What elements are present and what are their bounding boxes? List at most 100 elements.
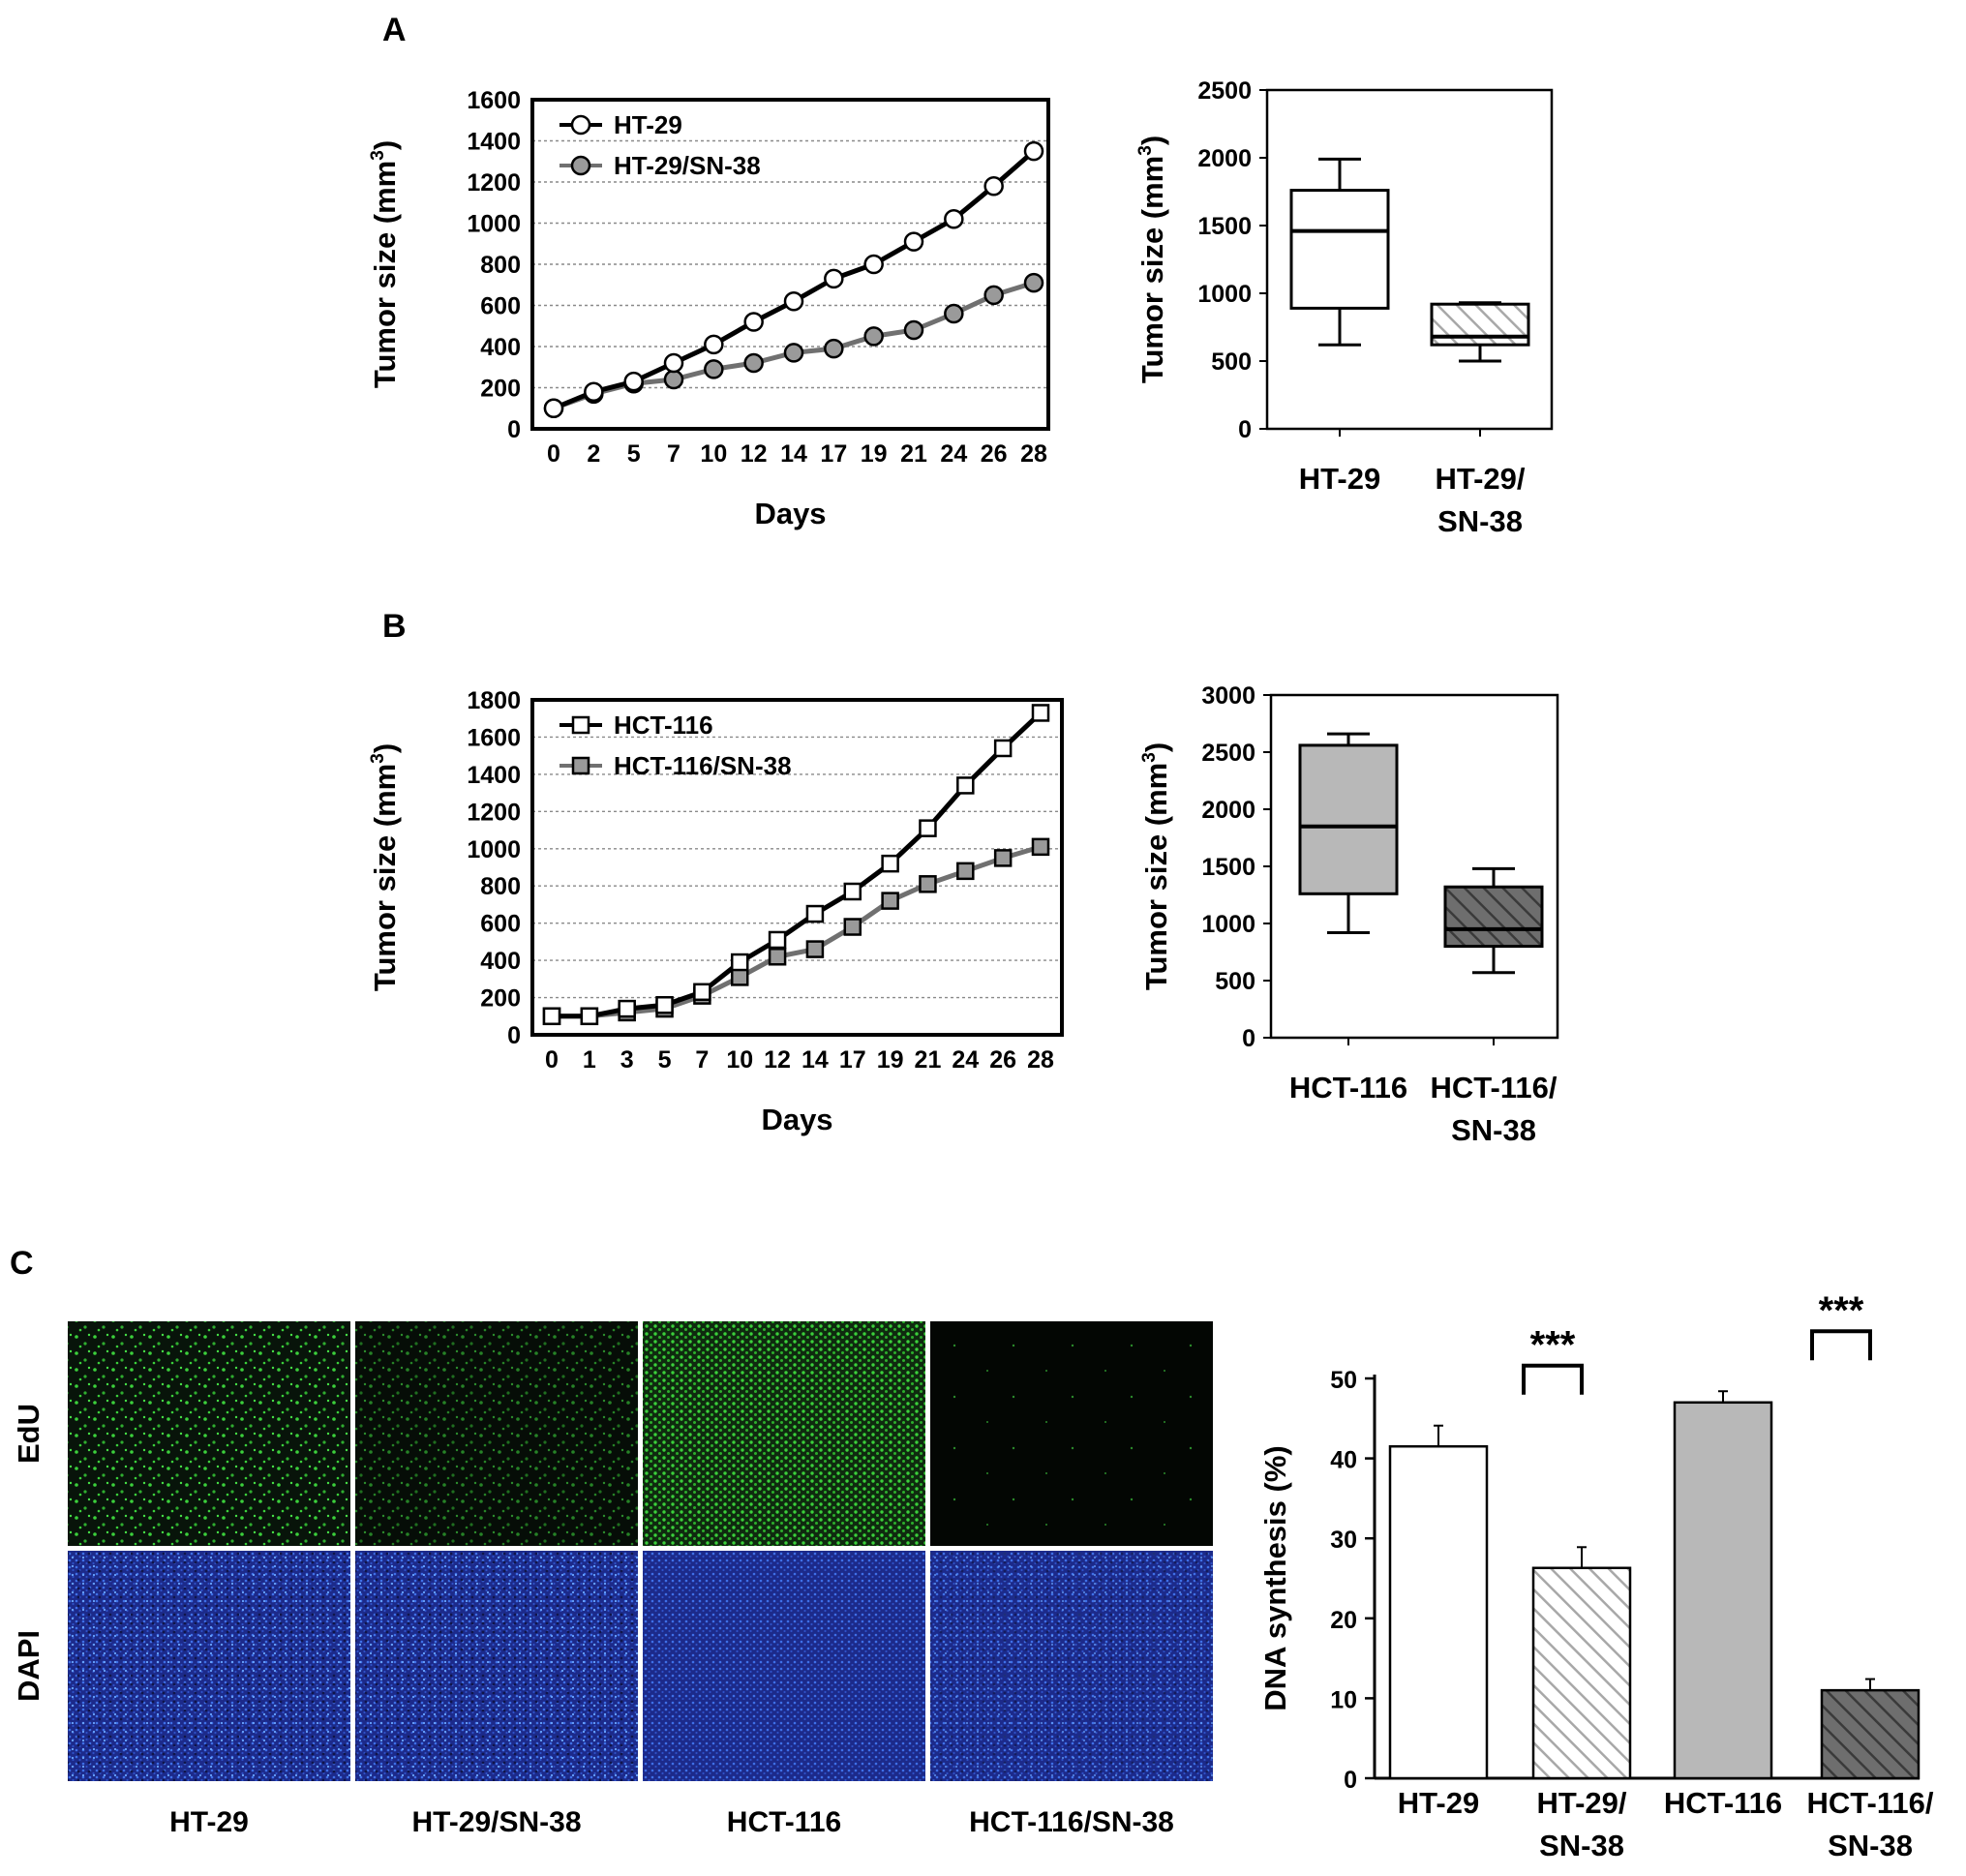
category-label: HCT-116 (1289, 1071, 1407, 1104)
data-point (944, 303, 964, 324)
data-point (1031, 837, 1050, 857)
significance-bracket (1522, 1363, 1584, 1395)
data-point (805, 940, 825, 958)
category-label: SN-38 (1539, 1829, 1624, 1862)
x-tick-label: 14 (780, 440, 807, 468)
edu-image-hct116 (643, 1321, 925, 1546)
data-point (824, 268, 844, 289)
data-point (704, 359, 724, 379)
data-point (584, 381, 604, 402)
data-point (542, 1007, 561, 1026)
x-tick-label: 5 (658, 1046, 672, 1074)
dapi-image-hct116-sn38 (930, 1551, 1213, 1781)
data-point (881, 892, 899, 910)
category-label: SN-38 (1451, 1113, 1536, 1147)
data-point (881, 854, 899, 873)
data-point (903, 319, 924, 341)
data-point (1023, 140, 1044, 162)
series-line (553, 149, 1036, 411)
significance-label: *** (1530, 1324, 1576, 1367)
y-tick-label: 2000 (1201, 797, 1255, 824)
data-point (843, 918, 862, 936)
x-tick-label: 19 (877, 1046, 904, 1074)
y-tick-label: 0 (1344, 1767, 1357, 1794)
x-tick-label: 24 (952, 1046, 979, 1074)
bar (1820, 1688, 1921, 1780)
box (1289, 189, 1390, 310)
dapi-image-ht29 (68, 1551, 350, 1781)
panel-a-box-plot: 0 500 1000 1500 2000 2500 HT-29 HT-29/SN-38 Tumo… (1135, 77, 1554, 538)
y-tick-label: 1200 (467, 169, 521, 197)
y-tick-label: 1200 (467, 799, 521, 826)
x-tick-label: 5 (627, 440, 641, 468)
y-tick-label: 200 (480, 985, 521, 1013)
y-tick-label: 0 (1238, 416, 1252, 443)
x-tick-label: 21 (900, 440, 927, 468)
data-point (730, 968, 749, 986)
x-tick-label: 28 (1020, 440, 1047, 468)
data-point (730, 953, 749, 972)
y-tick-label: 400 (480, 334, 521, 361)
y-tick-label: 800 (480, 873, 521, 900)
y-axis-title: Tumor size (mm3) (368, 743, 402, 991)
y-tick-label: 1500 (1197, 213, 1252, 240)
x-axis-title: Days (754, 497, 826, 530)
data-point (618, 999, 636, 1018)
data-point (1023, 272, 1044, 293)
panel-letter-b: B (382, 608, 407, 645)
y-tick-label: 1000 (1197, 281, 1252, 308)
legend-label: HCT-116/SN-38 (614, 751, 792, 780)
data-point (983, 285, 1004, 306)
y-axis-title: Tumor size (mm3) (1139, 742, 1173, 990)
data-point (743, 312, 764, 332)
x-tick-label: 26 (981, 440, 1008, 468)
data-point (1031, 704, 1050, 722)
image-label-ht29-sn38: HT-29/SN-38 (411, 1806, 581, 1838)
y-tick-label: 30 (1330, 1527, 1357, 1554)
data-point (956, 862, 975, 881)
image-label-ht29: HT-29 (169, 1806, 249, 1838)
y-tick-label: 1400 (467, 129, 521, 156)
x-tick-label: 17 (839, 1046, 866, 1074)
data-point (919, 819, 937, 837)
y-tick-label: 40 (1330, 1447, 1357, 1474)
x-tick-label: 7 (695, 1046, 709, 1074)
y-tick-label: 1600 (467, 724, 521, 751)
row-label-edu: EdU (12, 1404, 45, 1464)
data-point (956, 776, 975, 795)
plot-frame (1265, 88, 1554, 431)
y-tick-label: 1000 (1201, 911, 1255, 938)
panel-b-box-plot: 0 500 1000 1500 2000 2500 3000 HCT-116 HCT-116/S… (1139, 682, 1559, 1147)
box (1430, 302, 1530, 347)
data-point (783, 291, 804, 312)
data-point (623, 371, 644, 392)
data-point (663, 369, 684, 390)
y-axis-title: DNA synthesis (%) (1258, 1445, 1292, 1710)
category-label: HT-29/ (1435, 462, 1525, 496)
category-label: HCT-116 (1664, 1786, 1782, 1820)
y-tick-label: 0 (507, 416, 521, 443)
box (1443, 885, 1544, 949)
y-axis-title: Tumor size (mm3) (368, 140, 402, 388)
y-tick-label: 0 (507, 1022, 521, 1049)
x-tick-label: 0 (547, 440, 560, 468)
edu-image-ht29-sn38 (355, 1321, 638, 1546)
category-label: HT-29 (1398, 1786, 1479, 1820)
x-tick-label: 26 (989, 1046, 1016, 1074)
y-tick-label: 500 (1211, 348, 1252, 376)
data-point (783, 343, 804, 363)
dapi-image-hct116 (643, 1551, 925, 1781)
data-point (824, 338, 844, 359)
data-point (944, 209, 964, 229)
y-tick-label: 500 (1215, 968, 1255, 995)
bar (1388, 1444, 1489, 1780)
data-point (863, 326, 884, 347)
data-point (993, 739, 1013, 758)
y-tick-label: 3000 (1201, 682, 1255, 710)
y-tick-label: 2500 (1201, 740, 1255, 767)
y-tick-label: 2000 (1197, 145, 1252, 172)
category-label: SN-38 (1828, 1829, 1913, 1862)
legend-marker (570, 114, 591, 136)
